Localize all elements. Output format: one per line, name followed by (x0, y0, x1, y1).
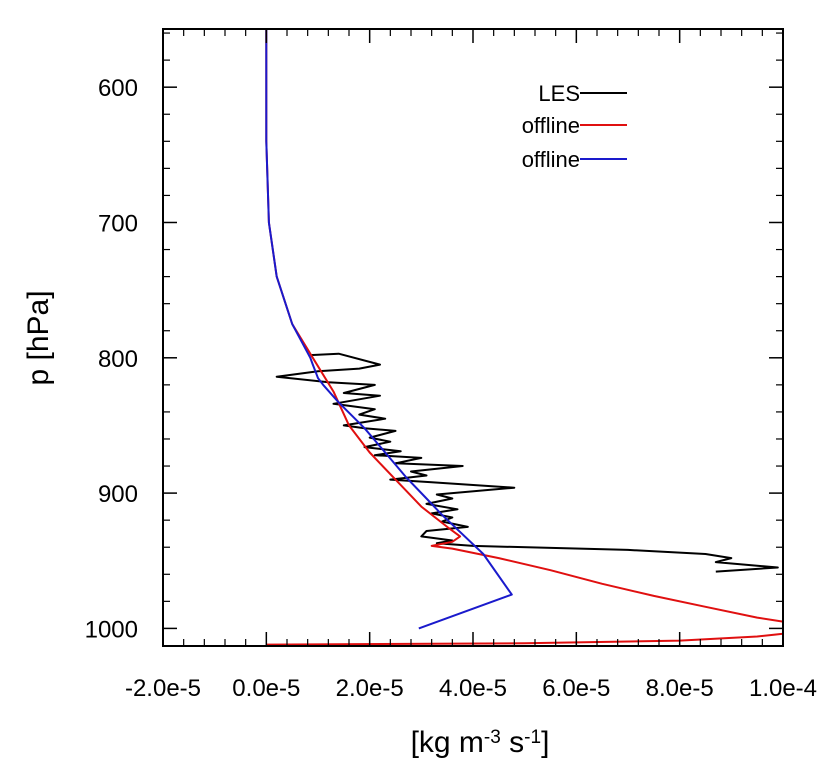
y-axis-title: p [hPa] (22, 290, 55, 385)
legend-label: offline (522, 113, 580, 138)
x-tick-label: 0.0e-5 (232, 675, 300, 702)
x-tick-label: 1.0e-4 (749, 675, 817, 702)
x-tick-label: -2.0e-5 (125, 675, 201, 702)
legend: LES offline offline (522, 81, 627, 172)
y-tick-label: 1000 (85, 616, 138, 643)
x-axis-title: [kg m-3 s-1] (411, 726, 550, 759)
y-tick-label: 800 (98, 346, 138, 373)
x-tick-label: 4.0e-5 (439, 675, 507, 702)
ticks-layer (162, 29, 784, 646)
y-tick-label: 700 (98, 210, 138, 237)
labels-layer: -2.0e-5 0.0e-5 2.0e-5 4.0e-5 6.0e-5 8.0e-5 1.0… (85, 75, 817, 702)
x-tick-label: 6.0e-5 (542, 675, 610, 702)
series-line-1 (275, 352, 779, 573)
y-tick-label: 600 (98, 75, 138, 102)
legend-label: LES (538, 81, 580, 106)
x-tick-label: 8.0e-5 (646, 675, 714, 702)
series-line-2 (265, 29, 783, 646)
series-layer (265, 29, 783, 646)
x-tick-label: 2.0e-5 (336, 675, 404, 702)
y-tick-label: 900 (98, 481, 138, 508)
legend-label: offline (522, 147, 580, 172)
series-line-3 (265, 29, 513, 630)
